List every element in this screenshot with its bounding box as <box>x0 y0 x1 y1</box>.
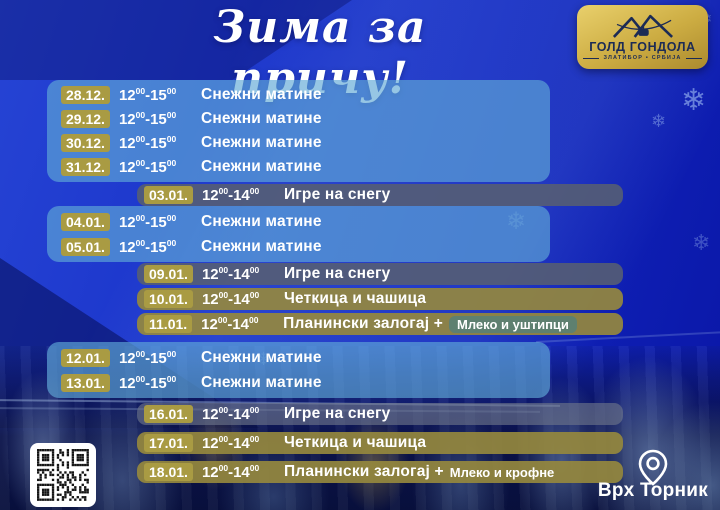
schedule-group: 09.01. 1200-1400 Игре на снегу 10.01. 1200-1… <box>137 263 623 335</box>
event-label: Игре на снегу <box>283 405 391 422</box>
schedule-group: 12.01. 1200-1500 Снежни матине 13.01. 1200-1… <box>47 342 550 398</box>
time-range: 1200-1400 <box>201 186 260 204</box>
time-range: 1200-1400 <box>201 265 260 283</box>
date-badge: 11.01. <box>144 315 193 333</box>
date-badge: 30.12. <box>61 134 110 152</box>
time-range: 1200-1400 <box>201 463 260 481</box>
schedule-row: 18.01. 1200-1400 Планински залогај + Млеко … <box>137 461 623 483</box>
date-badge: 13.01. <box>61 373 110 392</box>
date-badge: 16.01. <box>144 405 193 423</box>
event-extra: Млеко и уштипци <box>449 315 577 333</box>
schedule-row: 03.01. 1200-1400 Игре на снегу <box>137 184 623 206</box>
schedule-group: 04.01. 1200-1500 Снежни матине 05.01. 1200-1… <box>47 206 550 262</box>
date-badge: 05.01. <box>61 237 110 256</box>
qr-code <box>30 443 96 507</box>
event-label: Планински залогај + <box>283 315 444 332</box>
date-badge: 28.12. <box>61 86 110 104</box>
time-range: 1200-1500 <box>118 348 177 367</box>
schedule-row: 04.01. 1200-1500 Снежни матине <box>47 209 550 234</box>
date-badge: 03.01. <box>144 186 193 204</box>
event-label: Игре на снегу <box>283 265 391 282</box>
location-label: Врх Торник <box>597 480 709 501</box>
event-label: Снежни матине <box>200 212 322 230</box>
event-label: Снежни матине <box>200 158 322 175</box>
event-label: Снежни матине <box>200 373 322 391</box>
time-range: 1200-1500 <box>118 134 177 152</box>
snowflake-icon: ❄ <box>651 111 667 131</box>
date-badge: 04.01. <box>61 212 110 231</box>
event-label: Четкица и чашица <box>283 434 427 451</box>
date-badge: 17.01. <box>144 434 193 452</box>
event-label: Планински залогај + <box>283 463 444 480</box>
schedule-row: 17.01. 1200-1400 Четкица и чашица <box>137 432 623 454</box>
schedule-row: 16.01. 1200-1400 Игре на снегу <box>137 403 623 425</box>
schedule-group: 03.01. 1200-1400 Игре на снегу <box>137 184 623 206</box>
event-label: Четкица и чашица <box>283 290 427 307</box>
date-badge: 10.01. <box>144 290 193 308</box>
schedule-row: 05.01. 1200-1500 Снежни матине <box>47 234 550 259</box>
schedule-row: 10.01. 1200-1400 Четкица и чашица <box>137 288 623 310</box>
event-label: Снежни матине <box>200 237 322 255</box>
event-label: Снежни матине <box>200 348 322 366</box>
event-extra: Млеко и крофне <box>449 464 555 480</box>
event-label: Игре на снегу <box>283 186 391 203</box>
gold-gondola-logo: ГОЛД ГОНДОЛА ЗЛАТИБОР • СРБИЈА <box>577 5 708 69</box>
schedule-row: 31.12. 1200-1500 Снежни матине <box>47 155 550 179</box>
time-range: 1200-1500 <box>118 158 177 176</box>
time-range: 1200-1400 <box>201 434 260 452</box>
time-range: 1200-1500 <box>118 237 177 256</box>
location-pin-icon <box>636 448 670 493</box>
schedule-row: 13.01. 1200-1500 Снежни матине <box>47 370 550 395</box>
date-badge: 12.01. <box>61 348 110 367</box>
snowflake-icon: ❄ <box>692 230 711 255</box>
time-range: 1200-1500 <box>118 373 177 392</box>
time-range: 1200-1400 <box>201 290 260 308</box>
date-badge: 31.12. <box>61 158 110 176</box>
logo-name: ГОЛД ГОНДОЛА <box>589 40 696 54</box>
logo-tagline: ЗЛАТИБОР • СРБИЈА <box>583 55 701 61</box>
schedule-row: 28.12. 1200-1500 Снежни матине <box>47 83 550 107</box>
schedule-group: 16.01. 1200-1400 Игре на снегу 17.01. 1200-1… <box>137 403 623 483</box>
event-label: Снежни матине <box>200 134 322 151</box>
snowflake-icon: ❄ <box>681 84 707 117</box>
time-range: 1200-1400 <box>201 405 260 423</box>
schedule-row: 12.01. 1200-1500 Снежни матине <box>47 345 550 370</box>
mountain-gondola-icon <box>612 14 673 38</box>
schedule-row: 09.01. 1200-1400 Игре на снегу <box>137 263 623 285</box>
event-label: Снежни матине <box>200 86 322 103</box>
date-badge: 18.01. <box>144 463 193 481</box>
time-range: 1200-1500 <box>118 86 177 104</box>
date-badge: 29.12. <box>61 110 110 128</box>
date-badge: 09.01. <box>144 265 193 283</box>
schedule-row: 11.01. 1200-1400 Планински залогај + Млеко … <box>137 313 623 335</box>
time-range: 1200-1500 <box>118 110 177 128</box>
schedule-row: 30.12. 1200-1500 Снежни матине <box>47 131 550 155</box>
schedule-group: 28.12. 1200-1500 Снежни матине 29.12. 1200-1… <box>47 80 550 182</box>
schedule-row: 29.12. 1200-1500 Снежни матине <box>47 107 550 131</box>
event-label: Снежни матине <box>200 110 322 127</box>
time-range: 1200-1500 <box>118 212 177 231</box>
time-range: 1200-1400 <box>201 315 259 333</box>
